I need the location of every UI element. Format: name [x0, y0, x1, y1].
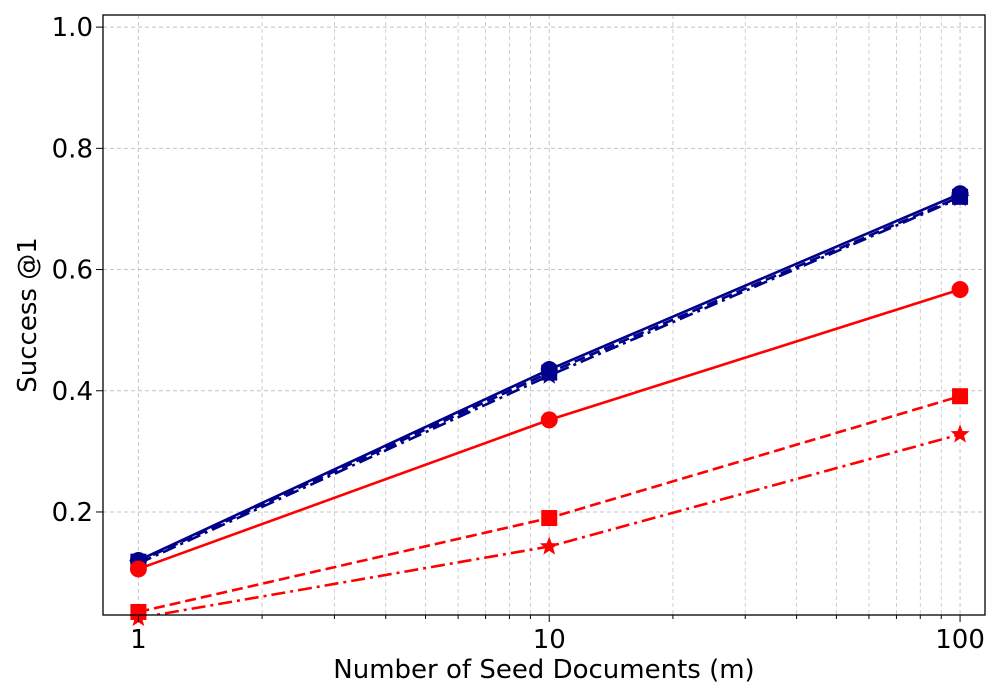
series-3-point: [539, 365, 559, 384]
series-4-point: [540, 411, 558, 429]
series-5-point: [952, 388, 969, 405]
series-3-point: [950, 188, 970, 207]
series-4-point: [951, 281, 969, 299]
y-tick-label: 1.0: [52, 13, 93, 43]
x-tick-label: 100: [935, 625, 985, 655]
x-tick-label: 10: [533, 625, 566, 655]
series-5-point: [541, 510, 558, 527]
series-6-point: [539, 536, 559, 555]
y-tick-label: 0.6: [52, 256, 93, 286]
marker-layer: [128, 185, 970, 627]
y-tick-label: 0.4: [52, 377, 93, 407]
series-6-point: [950, 424, 970, 443]
y-tick-label: 0.2: [52, 498, 93, 528]
grid: [103, 15, 985, 615]
x-axis-title: Number of Seed Documents (m): [333, 655, 754, 685]
ticks: 0.2 0.4 0.6 0.8 1.0 1 10 100: [52, 13, 985, 655]
plot-frame: [102, 14, 986, 616]
y-tick-label: 0.8: [52, 134, 93, 164]
x-tick-label: 1: [130, 625, 147, 655]
y-axis-title: Success @1: [13, 237, 43, 392]
series-4-point: [129, 560, 147, 578]
